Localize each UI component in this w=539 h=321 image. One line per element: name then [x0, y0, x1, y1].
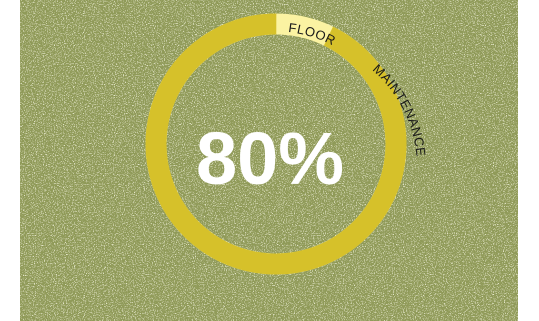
gauge-card: 80% FLOOR MAINTENANCE — [20, 0, 518, 321]
gauge-ring-progress — [145, 13, 407, 275]
gauge-scene: 80% FLOOR MAINTENANCE — [20, 0, 518, 321]
gauge-value: 80% — [196, 117, 344, 200]
